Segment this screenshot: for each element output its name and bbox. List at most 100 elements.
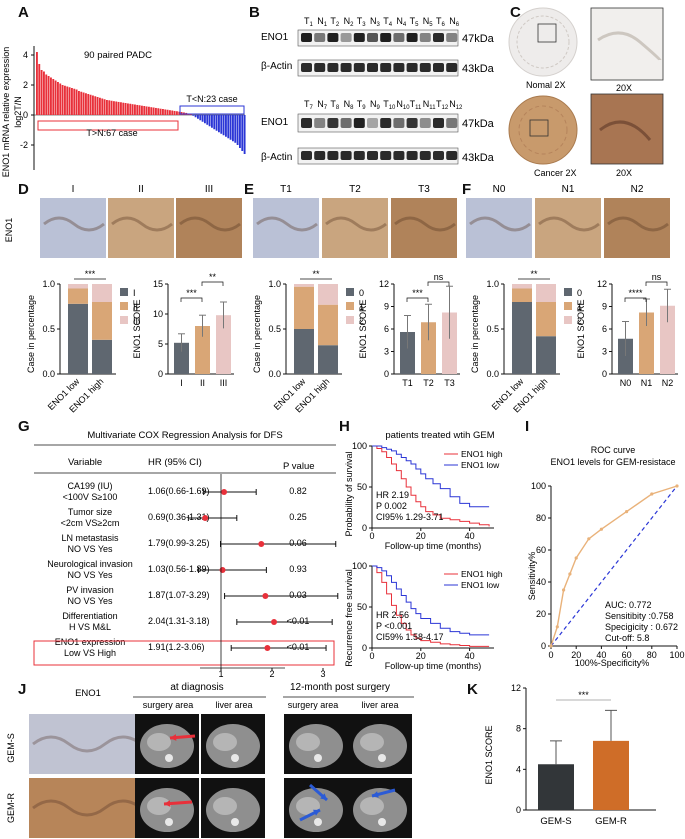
panel-a-bar	[38, 64, 41, 115]
panel-h-top-xtick-label: 20	[416, 531, 426, 541]
panel-f-stack-segment	[536, 336, 556, 374]
panel-b-band	[419, 118, 431, 128]
panel-e-score-bar	[421, 322, 436, 374]
panel-e-score-ytick-label: 9	[384, 302, 389, 312]
panel-j-at-diagnosis: at diagnosis	[170, 682, 223, 693]
panel-a-title: 90 paired PADC	[84, 50, 152, 61]
panel-f-sig-bracket-1	[624, 297, 647, 302]
panel-b-lane-label: N4	[396, 16, 407, 28]
panel-a-bar	[143, 106, 146, 115]
panel-a-bar	[166, 109, 169, 115]
panel-j-ihc-image	[29, 778, 147, 838]
panel-f-ihc-texture	[607, 216, 669, 232]
panel-b-band	[433, 33, 444, 42]
panel-e-bar-sig: **	[312, 269, 320, 279]
panel-g-xtick-label: 2	[269, 669, 274, 678]
panel-a-bar	[192, 115, 195, 116]
panel-g-hr-point	[219, 567, 226, 573]
panel-j-ct-organ	[213, 797, 237, 815]
panel-f-bar-ytick-label: 0.0	[486, 369, 499, 379]
panel-i-roc-curve-line	[550, 485, 678, 647]
panel-label-e: E	[244, 181, 255, 198]
panel-g-row-p: 0.93	[289, 564, 307, 574]
panel-g-highlight-box	[33, 640, 335, 666]
panel-b-band	[406, 63, 418, 72]
panel-b-band	[406, 151, 418, 160]
panel-a-bar	[155, 107, 157, 115]
panel-d-bar-ylabel: Case in percentage	[26, 295, 36, 373]
panel-g-row-var: ENO1 expression	[55, 637, 126, 647]
panel-g-row-var: Tumor size	[68, 507, 112, 517]
panel-e-score-bar	[442, 312, 457, 374]
panel-c-zoom-label-2: 20X	[616, 168, 632, 178]
panel-f-ihc-texture	[469, 216, 531, 232]
panel-a-bar	[64, 85, 66, 115]
panel-c-normal-texture	[516, 15, 570, 69]
panel-b-band	[327, 151, 339, 160]
panel-b-lane-label: T2	[330, 16, 340, 28]
panel-c-normal-label: Nomal 2X	[526, 80, 566, 90]
panel-h-top-curve	[372, 445, 490, 527]
panel-g-row-compare: NO VS Yes	[67, 544, 113, 554]
panel-b-band	[314, 118, 326, 128]
panel-e-score-xlabel: T1	[402, 378, 413, 388]
panel-b-lane-label: N12	[449, 99, 463, 111]
panel-a-bar	[108, 100, 111, 115]
panel-b-band	[367, 63, 378, 72]
panel-c-ihc-images: Nomal 2X 20X Cancer 2X 20X	[508, 7, 664, 178]
panel-c-normal-zoom	[590, 7, 664, 81]
panel-j-liver-2: liver area	[361, 700, 398, 710]
panel-g-col-hr: HR (95% CI)	[148, 457, 202, 468]
panel-j-arrowhead	[372, 791, 379, 798]
panel-i-xtick-label: 20	[571, 650, 581, 660]
panel-f-legend-label: 1	[577, 302, 582, 312]
panel-g-row-p: <0.01	[287, 642, 310, 652]
panel-h-title: patients treated wtih GEM	[385, 430, 494, 441]
panel-k-ytick-label: 4	[516, 764, 521, 774]
panel-i-stat: AUC: 0.772	[605, 600, 652, 610]
panel-i-ytick-label: 40	[536, 577, 546, 587]
panel-a-bar	[171, 110, 174, 115]
panel-f-legend-swatch	[564, 316, 572, 324]
panel-f-group-label: N2	[631, 184, 644, 195]
panel-a-bar	[152, 107, 155, 115]
panel-h-top-ytick-label: 50	[357, 482, 367, 492]
panel-b-lane-label: T7	[304, 99, 314, 111]
panel-h-bot-legend-label: ENO1 high	[461, 569, 503, 579]
panel-b-lane-label: N8	[344, 99, 355, 111]
panel-f-score-bar	[660, 305, 675, 374]
panel-d-score-xlabel: II	[200, 378, 205, 388]
panel-a-bar	[75, 89, 78, 115]
panel-f-sig-2: ns	[652, 272, 662, 282]
panel-e-legend-swatch	[346, 288, 354, 296]
panel-j-ct-images: ENO1 at diagnosis 12-month post surgery …	[6, 682, 414, 838]
panel-a-bar	[134, 104, 136, 115]
panel-f-bar-sig: **	[530, 269, 538, 279]
panel-e-group-label: T3	[418, 184, 430, 195]
panel-b-band	[340, 118, 352, 128]
panel-g-row-compare: H VS M&L	[69, 622, 111, 632]
panel-f-score-xlabel: N1	[641, 378, 653, 388]
panel-label-f: F	[462, 181, 472, 198]
panel-e-ihc-tile	[391, 198, 457, 258]
panel-d-group-label: II	[138, 184, 144, 195]
panel-d-bar-sig: ***	[85, 269, 96, 279]
panel-f-legend-label: 0	[577, 288, 582, 298]
panel-a-ytick-label: -2	[20, 140, 28, 150]
panel-a-bar	[127, 103, 129, 115]
panel-b-band	[353, 33, 365, 42]
panel-e-ihc-tile	[253, 198, 319, 258]
panel-b-band	[433, 151, 444, 160]
panel-j-liver-1: liver area	[215, 700, 252, 710]
panel-b-lane-label: N2	[344, 16, 355, 28]
panel-d-score-bar	[174, 342, 189, 374]
panel-a-bar	[96, 97, 99, 115]
panel-f-stack-segment	[536, 302, 556, 337]
panel-j-ct-spine	[314, 818, 322, 826]
panel-f-score-ytick-label: 9	[602, 302, 607, 312]
panel-e-stack-segment	[294, 329, 314, 374]
panel-i-ytick-label: 60	[536, 545, 546, 555]
panel-e-legend-swatch	[346, 302, 354, 310]
